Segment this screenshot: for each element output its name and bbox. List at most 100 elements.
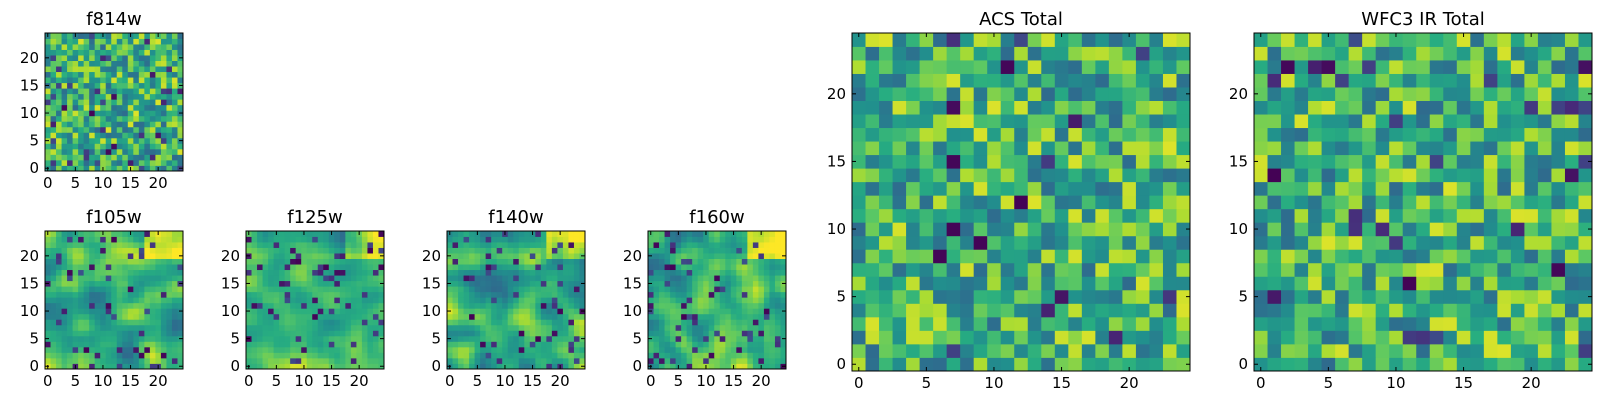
heatmap-cell <box>1335 330 1350 345</box>
heatmap-cell <box>703 308 710 315</box>
heatmap-cell <box>166 236 173 243</box>
heatmap-cell <box>334 253 341 259</box>
heatmap-cell <box>166 126 173 133</box>
heatmap-cell <box>306 242 313 248</box>
heatmap-cell <box>769 247 776 254</box>
heatmap-cell <box>987 100 1002 115</box>
heatmap-cell <box>452 324 459 331</box>
heatmap-cell <box>1027 154 1042 169</box>
heatmap-cell <box>1524 289 1539 304</box>
heatmap-cell <box>719 324 726 331</box>
heatmap-cell <box>1510 195 1525 210</box>
heatmap-cell <box>670 352 676 359</box>
heatmap-cell <box>1470 235 1485 250</box>
heatmap-cell <box>496 286 503 293</box>
heatmap-cell <box>568 352 575 359</box>
heatmap-cell <box>155 291 162 298</box>
heatmap-cell <box>725 242 732 248</box>
heatmap-cell <box>1497 343 1512 358</box>
heatmap-cell <box>279 275 286 282</box>
heatmap-cell <box>133 60 140 67</box>
heatmap-cell <box>675 330 682 337</box>
heatmap-cell <box>708 346 715 353</box>
heatmap-cell <box>865 276 880 291</box>
heatmap-cell <box>1000 249 1015 264</box>
heatmap-cell <box>730 308 737 315</box>
heatmap-cell <box>1308 208 1322 223</box>
heatmap-cell <box>166 357 173 364</box>
heatmap-cell <box>1081 330 1096 345</box>
heatmap-cell <box>708 352 715 359</box>
heatmap-cell <box>127 280 134 287</box>
heatmap-cell <box>67 121 73 128</box>
heatmap-cell <box>160 99 167 106</box>
heatmap-cell <box>138 291 145 298</box>
heatmap-cell <box>452 313 459 320</box>
heatmap-cell <box>45 275 51 282</box>
heatmap-cell <box>323 253 330 259</box>
heatmap-cell <box>879 154 893 169</box>
heatmap-cell <box>306 297 313 304</box>
heatmap-cell <box>1294 127 1309 142</box>
heatmap-cell <box>708 363 715 370</box>
heatmap-cell <box>301 275 308 282</box>
heatmap-cell <box>133 137 140 144</box>
heatmap-cell <box>1402 73 1417 88</box>
heatmap-cell <box>1149 73 1164 88</box>
heatmap-cell <box>155 269 162 276</box>
heatmap-cell <box>725 341 732 348</box>
heatmap-cell <box>513 297 520 304</box>
heatmap-cell <box>1564 141 1579 156</box>
heatmap-cell <box>89 280 96 287</box>
heatmap-cell <box>306 313 313 320</box>
heatmap-cell <box>1389 195 1404 210</box>
heatmap-cell <box>708 247 715 254</box>
heatmap-cell <box>94 60 101 67</box>
heatmap-cell <box>67 88 73 95</box>
heatmap-cell <box>692 242 699 248</box>
heatmap-cell <box>116 236 123 243</box>
heatmap-cell <box>692 363 699 370</box>
heatmap-cell <box>892 330 907 345</box>
heatmap-cell <box>50 302 57 309</box>
heatmap-cell <box>251 313 258 320</box>
heatmap-cell <box>452 247 459 254</box>
heatmap-cell <box>1456 303 1471 318</box>
heatmap-cell <box>1443 357 1458 372</box>
heatmap-cell <box>502 242 509 248</box>
heatmap-cell <box>301 269 308 276</box>
heatmap-cell <box>1416 181 1431 196</box>
heatmap-cell <box>752 269 759 276</box>
heatmap-cell <box>659 352 665 359</box>
heatmap-cell <box>1416 316 1431 331</box>
heatmap-cell <box>1551 195 1566 210</box>
heatmap-cell <box>378 269 385 276</box>
heatmap-cell <box>1375 127 1390 142</box>
heatmap-cell <box>160 264 167 271</box>
heatmap-cell <box>56 269 62 276</box>
heatmap-cell <box>111 253 118 259</box>
heatmap-cell <box>257 346 263 353</box>
heatmap-cell <box>279 264 286 271</box>
heatmap-cell <box>763 258 770 265</box>
heatmap-cell <box>334 242 341 248</box>
heatmap-cell <box>1054 60 1069 74</box>
heatmap-cell <box>529 275 536 282</box>
heatmap-cell <box>317 302 324 309</box>
heatmap-cell <box>1335 316 1350 331</box>
heatmap-cell <box>160 231 167 237</box>
heatmap-cell <box>579 357 586 364</box>
x-tick-label: 20 <box>752 372 771 390</box>
heatmap-cell <box>116 88 123 95</box>
heatmap-cell <box>648 291 654 298</box>
heatmap-cell <box>1429 141 1444 156</box>
heatmap-cell <box>78 159 85 166</box>
heatmap-cell <box>485 363 492 370</box>
axes-frame <box>44 230 184 370</box>
heatmap-cell <box>155 66 162 73</box>
heatmap-cell <box>747 253 754 259</box>
heatmap-cell <box>973 60 988 74</box>
heatmap-cell <box>557 324 564 331</box>
heatmap-cell <box>105 242 112 248</box>
